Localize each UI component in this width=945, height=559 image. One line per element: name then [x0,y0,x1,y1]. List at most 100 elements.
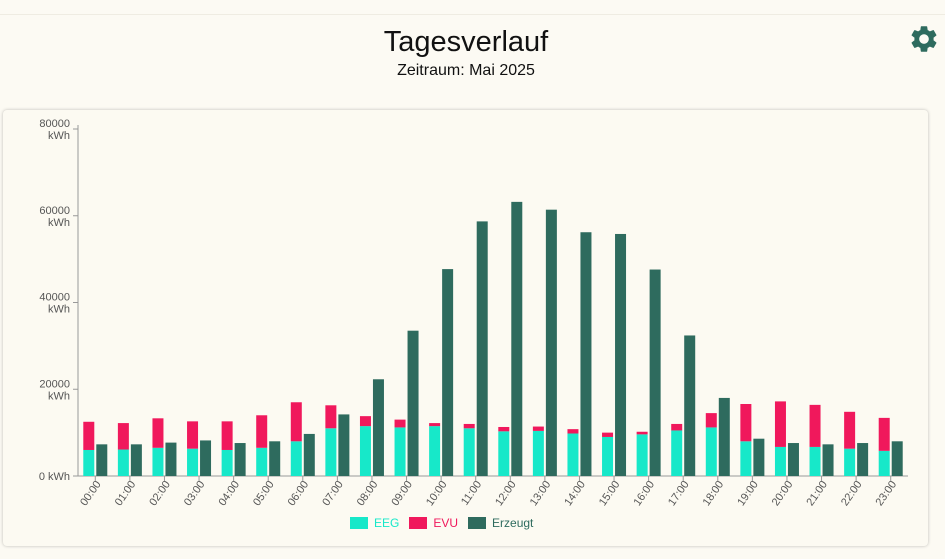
bar-evu [394,419,406,428]
bar-erzeugt [407,330,419,476]
bar-evu [152,418,164,448]
bar-erzeugt [269,441,281,476]
bar-eeg [532,430,544,476]
x-tick-label: 01:00 [113,479,139,508]
x-tick-label: 15:00 [597,479,623,508]
y-tick-label: 0 kWh [39,471,70,483]
bar-eeg [878,450,890,476]
page-title: Tagesverlauf [383,26,549,58]
x-tick-label: 19:00 [735,479,761,508]
bar-erzeugt [649,269,661,476]
bar-erzeugt [718,397,730,476]
bar-erzeugt [338,414,350,476]
bar-eeg [290,441,302,476]
bar-eeg [117,449,129,476]
bar-erzeugt [165,442,177,476]
bar-erzeugt [511,201,523,476]
x-tick-label: 08:00 [355,479,381,508]
bar-erzeugt [580,232,592,476]
bar-erzeugt [130,444,142,476]
bar-erzeugt [857,443,869,476]
bar-eeg [463,428,475,476]
bar-erzeugt [545,209,557,477]
bar-eeg [359,426,371,476]
bar-evu [83,421,95,450]
bar-eeg [394,427,406,476]
period-subtitle: Zeitraum: Mai 2025 [397,62,535,79]
x-tick-label: 07:00 [320,479,346,508]
x-tick-label: 02:00 [147,479,173,508]
bar-eeg [844,448,856,476]
x-tick-label: 03:00 [182,479,208,508]
bar-erzeugt [615,233,627,476]
bar-erzeugt [822,444,834,476]
bar-eeg [567,433,579,476]
bar-evu [636,431,648,435]
bar-evu [844,411,856,449]
legend-swatch-evu [409,517,428,529]
bar-eeg [636,434,648,476]
legend-item-erzeugt[interactable]: Erzeugt [468,516,533,530]
bar-evu [602,432,614,437]
bar-erzeugt [753,438,765,476]
y-tick-label: 20000 [39,378,70,390]
bar-evu [463,423,475,429]
y-tick-unit: kWh [48,390,70,402]
bar-evu [567,429,579,434]
y-tick-label: 60000 [39,205,70,217]
bar-evu [809,404,821,447]
y-tick-label: 80000 [39,118,70,130]
bar-eeg [602,436,614,476]
header-divider [0,14,945,15]
bar-erzeugt [442,269,454,476]
x-tick-label: 14:00 [562,479,588,508]
bar-evu [359,416,371,427]
bar-evu [740,403,752,442]
legend-item-evu[interactable]: EVU [409,516,458,530]
x-tick-label: 21:00 [804,479,830,508]
bar-evu [705,413,717,428]
y-tick-label: 40000 [39,292,70,304]
bar-eeg [83,449,95,476]
x-tick-label: 09:00 [389,479,415,508]
bar-evu [429,423,441,427]
bar-eeg [429,426,441,476]
y-tick-unit: kWh [48,130,70,142]
bar-evu [290,402,302,442]
bar-evu [117,423,129,450]
bar-erzeugt [476,221,488,476]
legend-swatch-erzeugt [468,517,487,529]
gear-icon[interactable] [908,23,940,55]
bar-erzeugt [372,379,384,476]
legend-item-eeg[interactable]: EEG [350,516,399,530]
bar-eeg [187,448,199,476]
y-tick-unit: kWh [48,304,70,316]
bar-eeg [256,447,268,476]
bar-evu [532,426,544,431]
legend-label-eeg: EEG [374,516,400,530]
bar-erzeugt [234,443,246,476]
bar-erzeugt [891,441,903,476]
x-tick-label: 18:00 [701,479,727,508]
y-tick-unit: kWh [48,217,70,229]
x-tick-label: 23:00 [874,479,900,508]
bar-evu [774,401,786,447]
x-tick-label: 06:00 [286,479,312,508]
bar-evu [187,421,199,449]
bar-erzeugt [684,335,696,476]
bar-evu [878,417,890,451]
bar-eeg [325,428,337,476]
legend-label-evu: EVU [433,516,459,530]
x-tick-label: 00:00 [78,479,104,508]
bar-evu [256,415,268,448]
x-tick-label: 12:00 [493,479,519,508]
x-tick-label: 22:00 [839,479,865,508]
legend-label-erzeugt: Erzeugt [492,516,534,530]
legend-swatch-eeg [350,517,368,529]
bar-evu [325,405,337,429]
x-tick-label: 10:00 [424,479,450,508]
bar-evu [671,423,683,431]
bar-evu [221,421,233,450]
chart-legend: EEG EVU Erzeugt [350,514,533,532]
